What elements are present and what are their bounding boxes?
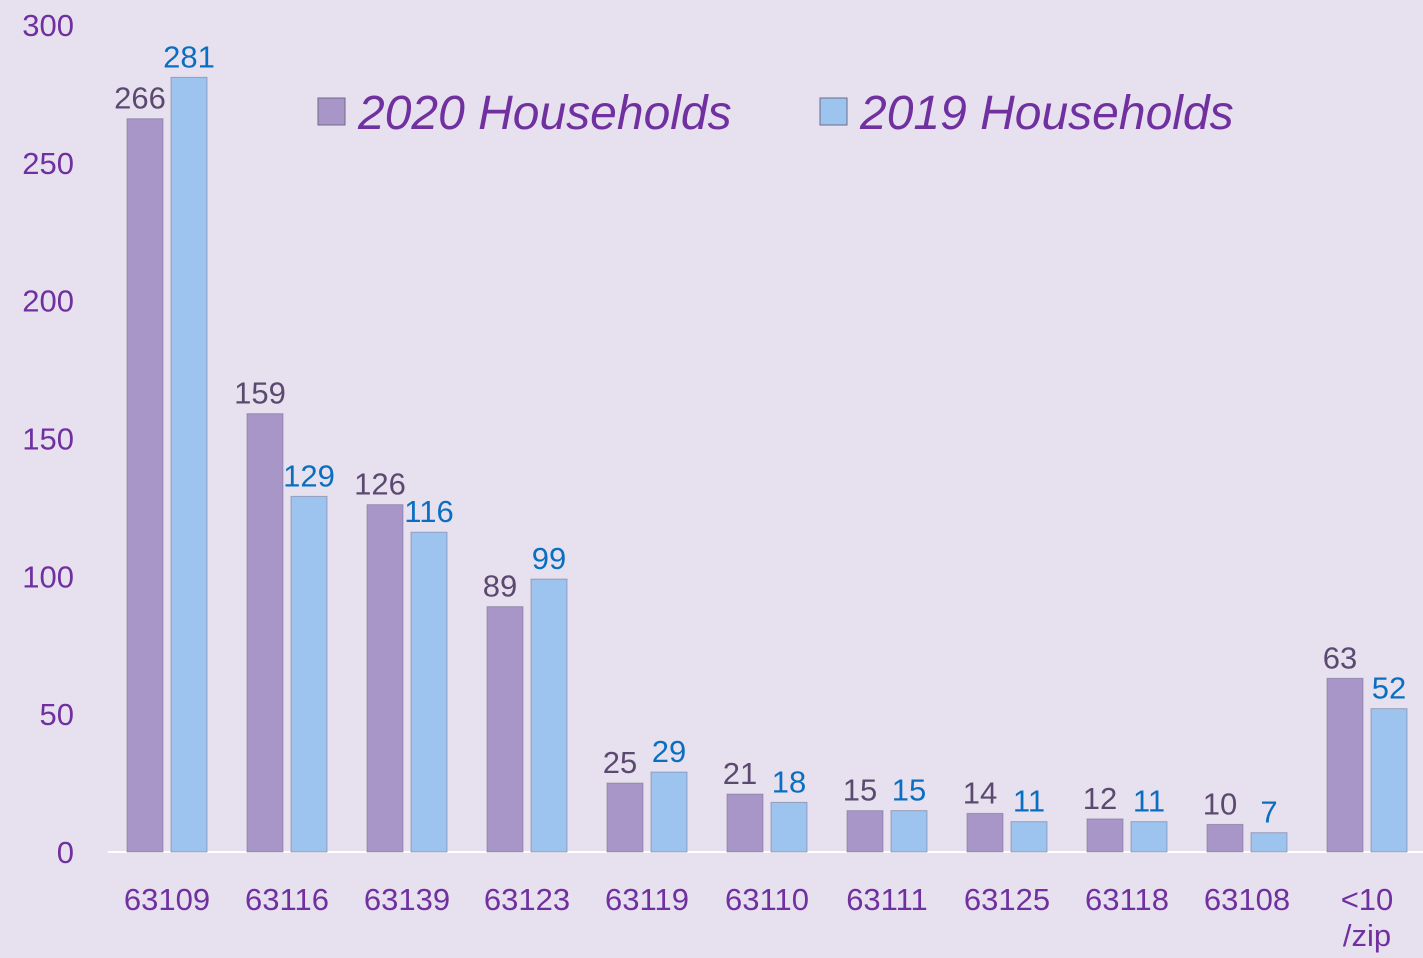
bar bbox=[1206, 823, 1244, 853]
bar bbox=[966, 812, 1004, 853]
value-label: 7 bbox=[1260, 795, 1277, 830]
value-label: 52 bbox=[1372, 671, 1406, 706]
bar bbox=[1130, 821, 1168, 853]
bar bbox=[1250, 832, 1288, 853]
value-label: 99 bbox=[532, 541, 566, 576]
value-label: 21 bbox=[723, 756, 757, 791]
legend-swatch bbox=[317, 97, 346, 126]
y-tick-label: 150 bbox=[22, 422, 74, 457]
y-tick-label: 0 bbox=[57, 835, 74, 870]
value-label: 126 bbox=[354, 467, 406, 502]
bar bbox=[1326, 677, 1364, 853]
y-tick-label: 250 bbox=[22, 146, 74, 181]
x-tick-label: <10/zip bbox=[1341, 882, 1394, 953]
value-label: 18 bbox=[772, 764, 806, 799]
bar bbox=[606, 782, 644, 853]
x-tick-label: 63110 bbox=[725, 882, 809, 917]
x-tick-label: 63119 bbox=[605, 882, 689, 917]
bar bbox=[410, 531, 448, 853]
bar bbox=[170, 76, 208, 853]
value-label: 159 bbox=[234, 376, 286, 411]
legend-label: 2020 Households bbox=[357, 87, 732, 140]
y-tick-label: 100 bbox=[22, 559, 74, 594]
y-tick-label: 50 bbox=[40, 697, 74, 732]
y-tick-label: 200 bbox=[22, 284, 74, 319]
bar bbox=[846, 810, 884, 853]
value-label: 15 bbox=[843, 773, 877, 808]
bar bbox=[530, 578, 568, 853]
bar bbox=[366, 504, 404, 853]
value-label: 63 bbox=[1323, 640, 1357, 675]
x-tick-label: 63118 bbox=[1085, 882, 1169, 917]
x-tick-label: 63108 bbox=[1204, 882, 1290, 917]
value-label: 29 bbox=[652, 734, 686, 769]
x-tick-label: 63123 bbox=[484, 882, 570, 917]
bar bbox=[770, 801, 808, 853]
value-label: 15 bbox=[892, 773, 926, 808]
legend-label: 2019 Households bbox=[859, 87, 1234, 140]
value-label: 281 bbox=[163, 39, 215, 74]
value-label: 12 bbox=[1083, 781, 1117, 816]
value-label: 14 bbox=[963, 775, 997, 810]
bar bbox=[890, 810, 928, 853]
x-tick-label: 63116 bbox=[245, 882, 329, 917]
value-label: 25 bbox=[603, 745, 637, 780]
value-label: 266 bbox=[114, 81, 166, 116]
bar bbox=[290, 495, 328, 853]
bar bbox=[726, 793, 764, 853]
value-label: 11 bbox=[1133, 784, 1165, 819]
value-label: 11 bbox=[1013, 784, 1045, 819]
x-tick-label: 63109 bbox=[124, 882, 210, 917]
bar bbox=[1010, 821, 1048, 853]
bar bbox=[246, 413, 284, 853]
bar bbox=[126, 118, 164, 853]
x-tick-label: 63139 bbox=[364, 882, 450, 917]
value-label: 129 bbox=[283, 458, 335, 493]
bar bbox=[1086, 818, 1124, 853]
value-label: 89 bbox=[483, 569, 517, 604]
bar bbox=[650, 771, 688, 853]
y-tick-label: 300 bbox=[22, 8, 74, 43]
bar bbox=[1370, 708, 1408, 853]
bar bbox=[486, 606, 524, 853]
x-tick-label: 63111 bbox=[846, 882, 928, 917]
x-tick-label: 63125 bbox=[964, 882, 1050, 917]
legend-swatch bbox=[819, 97, 848, 126]
value-label: 116 bbox=[404, 494, 453, 529]
value-label: 10 bbox=[1203, 786, 1237, 821]
